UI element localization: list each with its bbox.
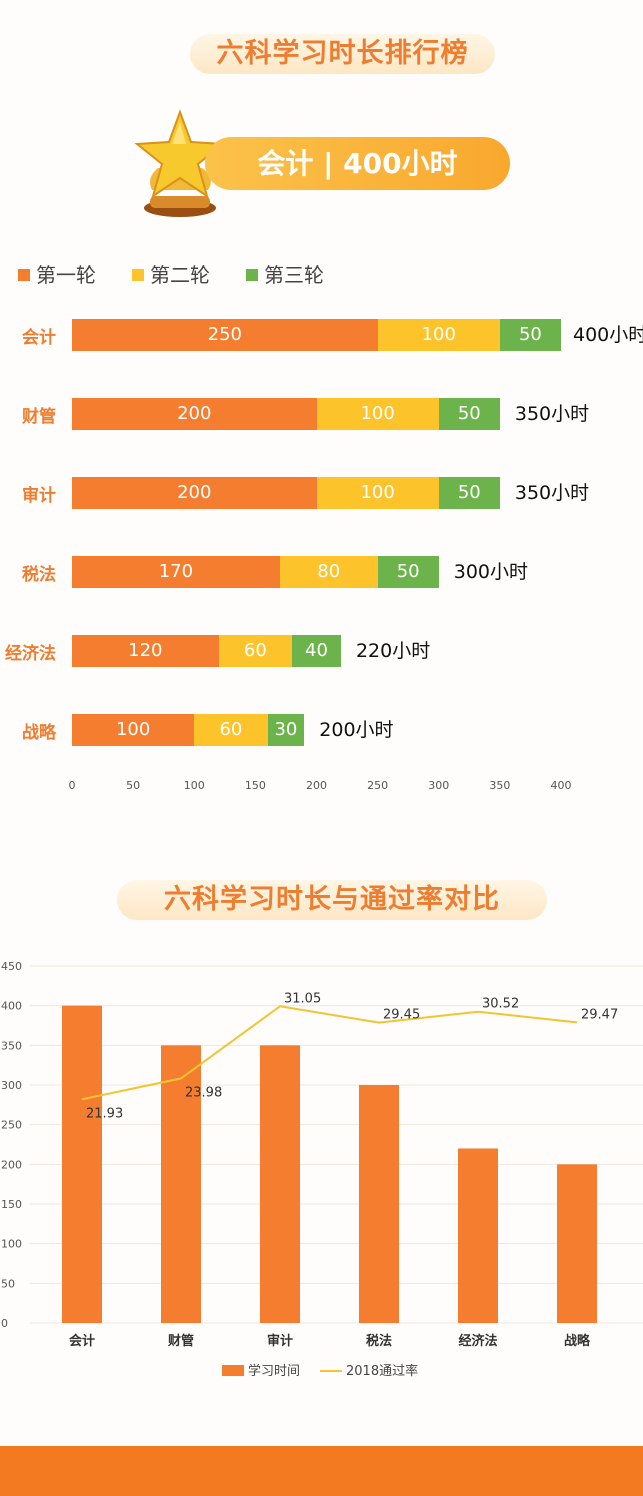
y-tick-label: 100 — [1, 1238, 22, 1251]
bar — [260, 1045, 300, 1323]
y-tick-label: 200 — [1, 1158, 22, 1171]
legend-label: 学习时间 — [248, 1363, 300, 1379]
footer-band — [0, 1446, 643, 1496]
legend-swatch — [132, 269, 144, 281]
legend-label: 第三轮 — [264, 263, 324, 287]
x-tick-label: 400 — [550, 779, 572, 792]
comparison-title: 六科学习时长与通过率对比 — [117, 880, 547, 920]
y-tick-label: 150 — [1, 1198, 22, 1211]
y-tick-label: 350 — [1, 1039, 22, 1052]
bar-segment: 60 — [218, 635, 293, 667]
category-label: 经济法 — [5, 644, 56, 664]
x-tick-label: 50 — [126, 779, 141, 792]
total-label: 220小时 — [355, 640, 431, 662]
category-label: 战略 — [22, 723, 56, 743]
bar-segment: 30 — [267, 714, 305, 746]
bar-segment: 60 — [194, 714, 268, 746]
x-tick-label: 150 — [244, 779, 266, 792]
y-tick-label: 300 — [1, 1079, 22, 1092]
data-label: 21.93 — [86, 1106, 123, 1121]
legend-label: 第二轮 — [150, 263, 210, 287]
bar-segment: 100 — [377, 319, 500, 351]
x-category-label: 战略 — [564, 1333, 591, 1349]
total-label: 300小时 — [453, 561, 529, 583]
x-tick-label: 300 — [428, 779, 450, 792]
legend-item-round1: 第一轮 — [18, 259, 96, 288]
total-label: 200小时 — [319, 719, 394, 741]
legend-swatch — [246, 269, 258, 281]
legend-label: 2018通过率 — [346, 1363, 418, 1379]
y-tick-label: 50 — [1, 1277, 15, 1290]
bar-segment: 120 — [72, 635, 219, 667]
bar-segment: 50 — [499, 319, 561, 351]
y-tick-label: 400 — [1, 1000, 22, 1013]
highlight-badge: 会计 | 400小时 — [205, 137, 510, 190]
bar-segment: 100 — [316, 398, 439, 430]
x-category-label: 会计 — [69, 1333, 95, 1349]
bar — [161, 1045, 201, 1323]
legend-label: 第一轮 — [36, 263, 96, 287]
bar — [557, 1164, 597, 1323]
bar-segment: 80 — [279, 556, 378, 588]
bar — [62, 1005, 102, 1323]
bar-segment: 50 — [438, 477, 500, 509]
category-label: 财管 — [22, 407, 56, 427]
y-tick-label: 250 — [1, 1119, 22, 1132]
legend-swatch — [18, 269, 30, 281]
bar-segment: 200 — [72, 477, 317, 509]
bar-segment: 50 — [377, 556, 439, 588]
y-tick-label: 0 — [1, 1317, 8, 1330]
x-tick-label: 250 — [367, 779, 389, 792]
bar — [359, 1085, 399, 1323]
bar-segment: 40 — [292, 635, 341, 667]
data-label: 23.98 — [185, 1085, 222, 1100]
data-label: 31.05 — [284, 991, 321, 1006]
category-label: 会计 — [22, 328, 56, 348]
data-label: 29.45 — [383, 1008, 420, 1023]
total-label: 400小时 — [573, 324, 643, 346]
ranking-title: 六科学习时长排行榜 — [190, 34, 495, 74]
bar-segment: 250 — [72, 319, 378, 351]
x-category-label: 经济法 — [458, 1333, 497, 1349]
x-tick-label: 0 — [68, 779, 76, 792]
bar-segment: 100 — [316, 477, 439, 509]
x-tick-label: 100 — [183, 779, 205, 792]
total-label: 350小时 — [514, 482, 590, 504]
combo-chart: 0 50 100 150 200 250 300 350 400 450 会计 财管 审计 税法 经济法 战略… — [1, 960, 643, 1379]
bar-segment: 200 — [72, 398, 317, 430]
data-label: 30.52 — [482, 997, 519, 1012]
bar-segment: 50 — [438, 398, 500, 430]
x-category-label: 财管 — [168, 1333, 194, 1349]
x-tick-label: 350 — [489, 779, 511, 792]
category-label: 税法 — [22, 565, 56, 585]
category-label: 审计 — [22, 486, 56, 506]
x-category-label: 税法 — [366, 1333, 392, 1349]
pass-rate-line — [81, 1005, 578, 1101]
data-label: 29.47 — [581, 1007, 618, 1022]
y-tick-label: 450 — [1, 960, 22, 973]
total-label: 350小时 — [514, 403, 590, 425]
legend-swatch — [222, 1365, 244, 1376]
x-tick-label: 200 — [306, 779, 327, 792]
x-category-label: 审计 — [267, 1333, 293, 1349]
bar — [458, 1148, 498, 1323]
legend-item-round2: 第二轮 — [132, 259, 210, 288]
bar-segment: 170 — [72, 556, 280, 588]
legend-item-round3: 第三轮 — [246, 259, 324, 288]
bar-segment: 100 — [72, 714, 195, 746]
